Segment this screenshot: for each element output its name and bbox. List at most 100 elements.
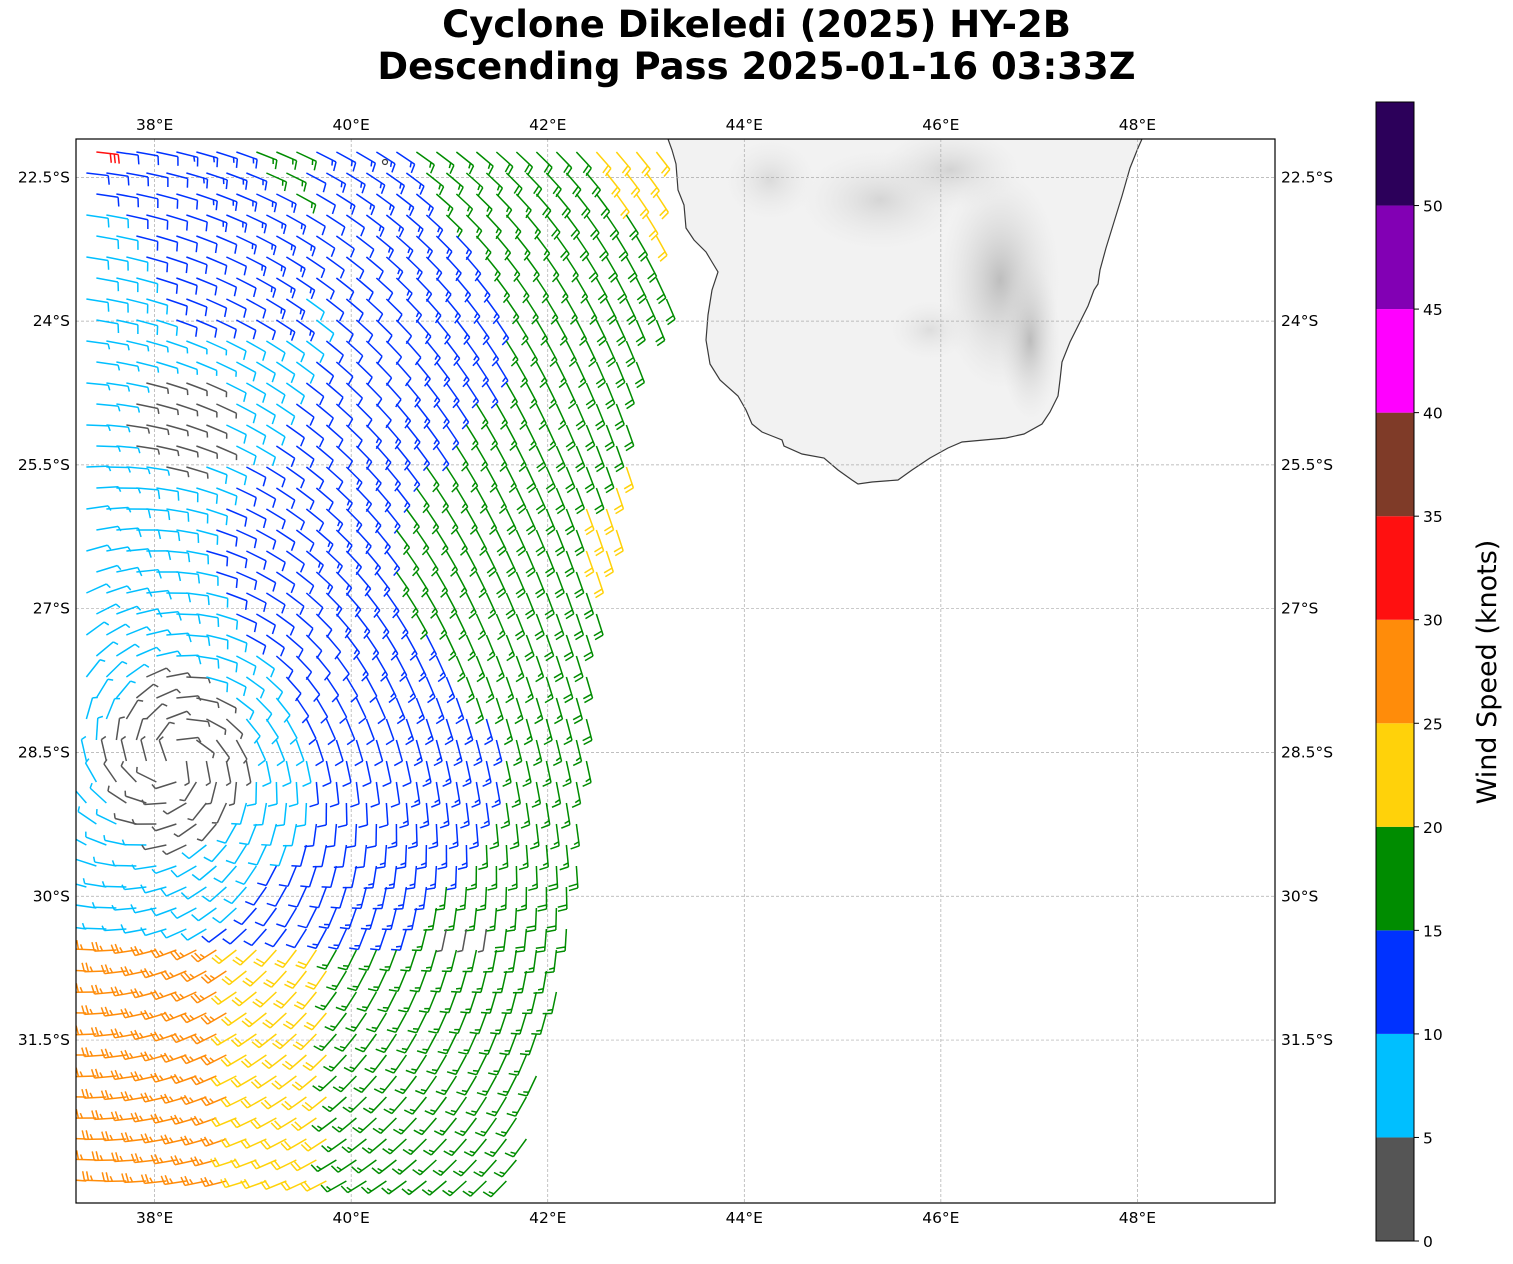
wind-barb	[495, 1117, 518, 1138]
wind-barb	[106, 382, 131, 392]
wind-barb	[625, 340, 636, 368]
wind-barb	[166, 382, 189, 396]
wind-barb	[275, 613, 295, 636]
wind-barb	[471, 781, 481, 808]
wind-barb	[166, 592, 192, 603]
wind-barb	[325, 340, 344, 364]
wind-barb	[282, 1012, 307, 1030]
wind-barb	[136, 487, 161, 500]
wind-barb	[525, 340, 539, 367]
wind-barb	[565, 298, 578, 325]
wind-barb	[315, 445, 334, 469]
wind-barb	[318, 907, 338, 930]
wind-barb	[473, 1159, 497, 1178]
wind-barb	[564, 550, 575, 578]
wind-barb	[146, 382, 170, 394]
wind-barb	[226, 466, 248, 486]
wind-barb	[220, 1177, 247, 1189]
wind-barb	[315, 277, 335, 300]
wind-barb	[555, 928, 568, 954]
wind-barb	[486, 1096, 508, 1117]
wind-barb	[505, 424, 518, 451]
wind-barb	[323, 1054, 347, 1072]
wind-barb	[236, 277, 257, 298]
wind-barb	[573, 613, 585, 641]
wind-barb	[76, 883, 87, 888]
wind-barb	[86, 298, 110, 312]
wind-barb	[425, 340, 441, 366]
wind-barb	[190, 1033, 217, 1045]
wind-barb	[425, 214, 444, 239]
wind-barb	[362, 760, 372, 788]
wind-barb	[184, 760, 190, 787]
wind-barb	[76, 1150, 97, 1161]
wind-barb	[385, 466, 402, 492]
wind-barb	[256, 193, 278, 213]
wind-barb	[334, 1033, 357, 1052]
wind-barb	[246, 424, 267, 445]
wind-barb	[407, 823, 418, 849]
wind-barb	[310, 1159, 337, 1173]
wind-barb	[246, 634, 267, 655]
wind-barb	[505, 634, 516, 662]
wind-barb	[575, 361, 587, 389]
wind-barb	[517, 1075, 538, 1097]
wind-barb	[553, 655, 564, 683]
wind-barb	[458, 1033, 478, 1055]
wind-barb	[325, 634, 342, 660]
wind-barb	[495, 319, 510, 346]
wind-barb	[81, 1130, 107, 1141]
wind-barb	[354, 739, 364, 767]
wind-barb	[246, 550, 267, 570]
wind-barb	[435, 1075, 458, 1096]
wind-barb	[295, 319, 315, 342]
wind-barb	[493, 1159, 517, 1178]
wind-barb	[345, 298, 364, 322]
wind-barb	[315, 697, 329, 724]
wind-barb	[245, 718, 261, 744]
wind-barb	[507, 865, 518, 891]
wind-barb	[436, 928, 448, 953]
wind-barb	[285, 466, 306, 489]
wind-barb	[186, 172, 209, 189]
wind-barb	[385, 676, 397, 704]
wind-barb	[240, 1138, 267, 1149]
wind-barb	[246, 172, 268, 191]
wind-barb	[136, 277, 159, 293]
wind-barb	[190, 991, 217, 1004]
wind-barb	[312, 844, 328, 868]
wind-barb	[135, 683, 159, 699]
wind-barb	[563, 676, 574, 704]
wind-barb	[491, 781, 501, 808]
wind-barb	[156, 529, 181, 542]
wind-barb	[439, 991, 458, 1014]
wind-barb	[156, 688, 181, 699]
wind-barb	[115, 680, 136, 699]
wind-barb	[405, 592, 419, 619]
wind-barb	[645, 214, 659, 241]
wind-barb	[635, 193, 650, 220]
wind-barb	[433, 739, 443, 767]
wind-barb	[264, 928, 287, 948]
wind-barb	[485, 550, 497, 578]
wind-barb	[371, 1159, 397, 1175]
wind-barb	[85, 831, 107, 846]
wind-barb	[150, 907, 177, 917]
wind-barb	[465, 382, 480, 409]
wind-barb	[247, 844, 268, 866]
wind-barb	[495, 571, 507, 599]
wind-barb	[393, 886, 408, 910]
wind-barb	[388, 970, 408, 993]
wind-barb	[540, 802, 551, 829]
wind-barb	[460, 991, 478, 1014]
wind-barb	[120, 1008, 147, 1019]
wind-barb	[236, 361, 257, 382]
wind-barb	[505, 550, 517, 578]
wind-barb	[435, 487, 450, 514]
wind-barb	[568, 865, 579, 892]
wind-barb	[335, 277, 355, 301]
wind-barb	[86, 340, 111, 350]
wind-barb	[233, 907, 257, 926]
lat-tick-label-right: 22.5°S	[1281, 168, 1333, 186]
wind-barb	[325, 466, 344, 491]
